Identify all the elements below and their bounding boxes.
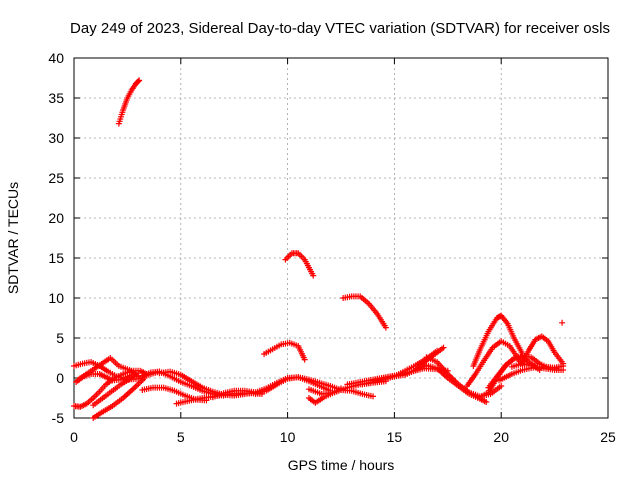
- y-tick-label: 5: [56, 330, 64, 346]
- data-point: [135, 373, 142, 380]
- y-tick-label: 35: [48, 90, 64, 106]
- axis-ticks: [73, 57, 609, 419]
- x-tick-label: 25: [600, 429, 616, 445]
- data-point: [301, 356, 308, 363]
- x-axis-label: GPS time / hours: [288, 457, 395, 473]
- data-point: [203, 397, 210, 404]
- data-point: [483, 399, 490, 405]
- x-tick-label: 20: [493, 429, 509, 445]
- data-point: [382, 324, 389, 331]
- chart-title: Day 249 of 2023, Sidereal Day-to-day VTE…: [70, 20, 610, 37]
- x-tick-label: 5: [177, 429, 185, 445]
- data-point: [440, 344, 447, 351]
- y-tick-label: 0: [56, 370, 64, 386]
- y-tick-label: 15: [48, 250, 64, 266]
- x-tick-label: 10: [280, 429, 296, 445]
- y-axis-label: SDTVAR / TECUs: [5, 182, 21, 294]
- data-point: [559, 319, 566, 326]
- y-tick-label: 40: [48, 50, 64, 66]
- y-tick-label: 30: [48, 130, 64, 146]
- data-point: [560, 363, 567, 369]
- y-tick-label: 20: [48, 210, 64, 226]
- x-tick-label: 15: [387, 429, 403, 445]
- data-point: [498, 383, 505, 389]
- data-point: [136, 77, 143, 84]
- data-point: [135, 78, 142, 85]
- data-points: [71, 77, 567, 421]
- y-tick-label: -5: [52, 410, 65, 426]
- data-point: [310, 272, 317, 279]
- tick-labels: 0 5 10 15 20 25 -5 0 5 10 15 20 25 30 35 40: [48, 50, 616, 445]
- x-tick-label: 0: [70, 429, 78, 445]
- y-tick-label: 10: [48, 290, 64, 306]
- y-tick-label: 25: [48, 170, 64, 186]
- data-point: [370, 393, 377, 400]
- plot-frame: [73, 57, 609, 419]
